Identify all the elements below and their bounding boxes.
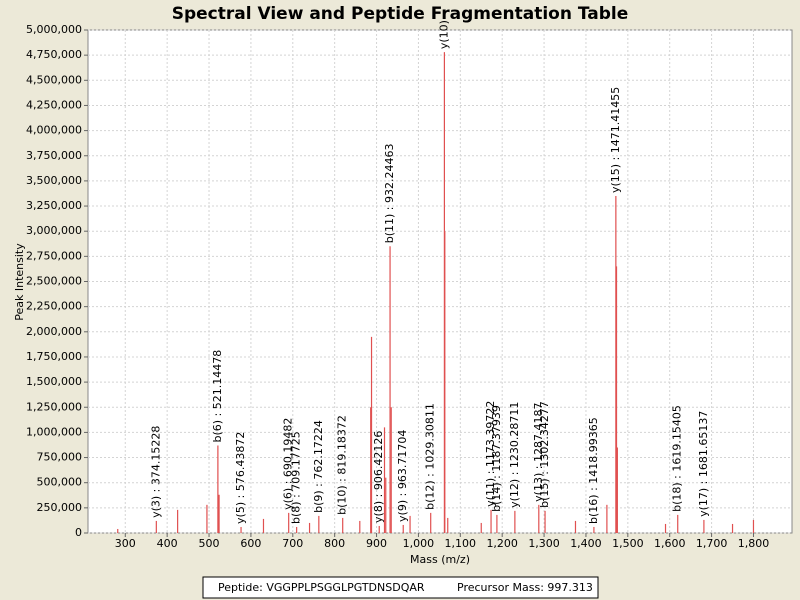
peak-label: y(15) : 1471.41455 bbox=[609, 87, 622, 193]
y-tick-label: 750,000 bbox=[37, 451, 83, 464]
x-tick-label: 1,800 bbox=[738, 537, 770, 550]
peak-label: y(5) : 576.43872 bbox=[234, 432, 247, 524]
y-tick-label: 2,250,000 bbox=[26, 300, 82, 313]
y-axis-label: Peak Intensity bbox=[13, 243, 26, 321]
y-tick-label: 3,750,000 bbox=[26, 149, 82, 162]
chart-title: Spectral View and Peptide Fragmentation … bbox=[172, 4, 629, 24]
y-tick-label: 0 bbox=[75, 526, 82, 539]
x-tick-label: 400 bbox=[157, 537, 178, 550]
y-tick-label: 1,750,000 bbox=[26, 350, 82, 363]
peak-label: y(10) bbox=[437, 20, 450, 49]
peak-label: b(12) : 1029.30811 bbox=[424, 403, 437, 510]
y-tick-label: 1,500,000 bbox=[26, 375, 82, 388]
x-tick-label: 600 bbox=[240, 537, 261, 550]
y-tick-label: 5,000,000 bbox=[26, 23, 82, 36]
x-tick-label: 300 bbox=[115, 537, 136, 550]
x-tick-label: 800 bbox=[324, 537, 345, 550]
peak-label: b(8) : 709.17725 bbox=[290, 431, 303, 524]
peak-label: y(13) : 1287.4187 bbox=[532, 403, 545, 502]
peak-label: b(15) : 1302.34277 bbox=[538, 401, 551, 508]
x-tick-label: 500 bbox=[199, 537, 220, 550]
x-tick-label: 1,100 bbox=[445, 537, 477, 550]
y-tick-label: 4,000,000 bbox=[26, 124, 82, 137]
y-tick-label: 1,250,000 bbox=[26, 400, 82, 413]
x-tick-label: 1,500 bbox=[612, 537, 644, 550]
y-tick-label: 4,250,000 bbox=[26, 98, 82, 111]
peak-label: y(6) : 690.19482 bbox=[282, 418, 295, 510]
footer-box bbox=[202, 576, 599, 599]
peak-label: y(17) : 1681.65137 bbox=[697, 411, 710, 517]
x-tick-label: 1,300 bbox=[528, 537, 560, 550]
x-tick-label: 1,400 bbox=[570, 537, 602, 550]
y-tick-label: 2,500,000 bbox=[26, 275, 82, 288]
peak-label: b(16) : 1418.99365 bbox=[587, 417, 600, 524]
peak-label: y(11) : 1173.39722 bbox=[484, 401, 497, 507]
y-tick-label: 2,750,000 bbox=[26, 249, 82, 262]
x-tick-label: 1,600 bbox=[654, 537, 686, 550]
y-tick-label: 2,000,000 bbox=[26, 325, 82, 338]
y-tick-label: 4,750,000 bbox=[26, 48, 82, 61]
y-tick-label: 250,000 bbox=[37, 501, 83, 514]
peak-label: b(18) : 1619.15405 bbox=[671, 405, 684, 512]
peak-label: b(14) : 1187.37939 bbox=[490, 405, 503, 512]
y-tick-label: 3,250,000 bbox=[26, 199, 82, 212]
peak-label: y(8) : 906.42126 bbox=[372, 431, 385, 523]
y-tick-label: 3,000,000 bbox=[26, 224, 82, 237]
x-tick-label: 1,000 bbox=[403, 537, 435, 550]
peak-label: b(10) : 819.18372 bbox=[336, 415, 349, 515]
y-tick-label: 4,500,000 bbox=[26, 73, 82, 86]
x-tick-label: 900 bbox=[366, 537, 387, 550]
peak-label: b(9) : 762.17224 bbox=[312, 420, 325, 513]
x-axis-label: Mass (m/z) bbox=[410, 553, 470, 566]
x-tick-label: 1,200 bbox=[486, 537, 518, 550]
x-tick-label: 700 bbox=[282, 537, 303, 550]
peak-label: y(3) : 374.15228 bbox=[149, 426, 162, 518]
y-tick-label: 500,000 bbox=[37, 476, 83, 489]
x-tick-label: 1,700 bbox=[696, 537, 728, 550]
peak-label: b(11) : 932.24463 bbox=[383, 144, 396, 244]
y-tick-label: 1,000,000 bbox=[26, 425, 82, 438]
peak-label: y(12) : 1230.28711 bbox=[508, 402, 521, 508]
precursor: Precursor Mass: 997.313 bbox=[457, 581, 593, 594]
peptide: Peptide: VGGPPLPSGGLPGTDNSDQAR bbox=[218, 581, 425, 594]
peak-label: y(9) : 963.71704 bbox=[396, 430, 409, 522]
y-tick-label: 3,500,000 bbox=[26, 174, 82, 187]
peak-label: b(6) : 521.14478 bbox=[211, 350, 224, 443]
